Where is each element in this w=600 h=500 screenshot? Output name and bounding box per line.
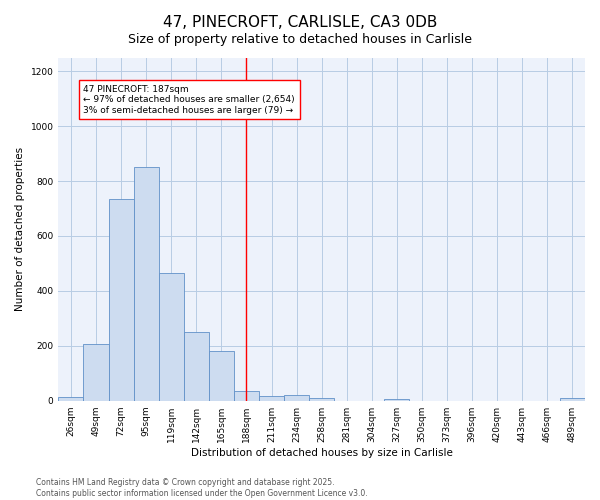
Y-axis label: Number of detached properties: Number of detached properties [15, 147, 25, 311]
Text: Size of property relative to detached houses in Carlisle: Size of property relative to detached ho… [128, 32, 472, 46]
Bar [309, 398, 334, 400]
Bar [385, 398, 409, 400]
Bar [259, 396, 284, 400]
X-axis label: Distribution of detached houses by size in Carlisle: Distribution of detached houses by size … [191, 448, 452, 458]
Bar [184, 332, 209, 400]
Bar [560, 398, 585, 400]
Text: 47 PINECROFT: 187sqm
← 97% of detached houses are smaller (2,654)
3% of semi-det: 47 PINECROFT: 187sqm ← 97% of detached h… [83, 85, 295, 115]
Bar [58, 396, 83, 400]
Bar [284, 395, 309, 400]
Bar [109, 199, 134, 400]
Text: Contains HM Land Registry data © Crown copyright and database right 2025.
Contai: Contains HM Land Registry data © Crown c… [36, 478, 368, 498]
Bar [83, 344, 109, 401]
Bar [234, 391, 259, 400]
Bar [159, 273, 184, 400]
Text: 47, PINECROFT, CARLISLE, CA3 0DB: 47, PINECROFT, CARLISLE, CA3 0DB [163, 15, 437, 30]
Bar [134, 168, 159, 400]
Bar [209, 352, 234, 401]
